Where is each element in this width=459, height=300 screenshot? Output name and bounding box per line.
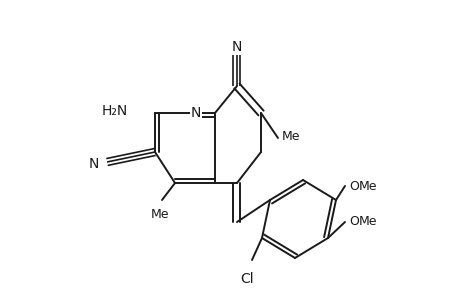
Text: N: N — [89, 157, 99, 171]
Text: Me: Me — [281, 130, 300, 142]
Text: Me: Me — [151, 208, 169, 221]
Text: Me: Me — [358, 215, 377, 229]
Text: H₂N: H₂N — [101, 104, 128, 118]
Text: N: N — [231, 40, 241, 54]
Text: O: O — [348, 215, 358, 229]
Text: Cl: Cl — [240, 272, 253, 286]
Text: N: N — [190, 106, 201, 120]
Text: O: O — [348, 179, 358, 193]
Text: Me: Me — [358, 179, 377, 193]
